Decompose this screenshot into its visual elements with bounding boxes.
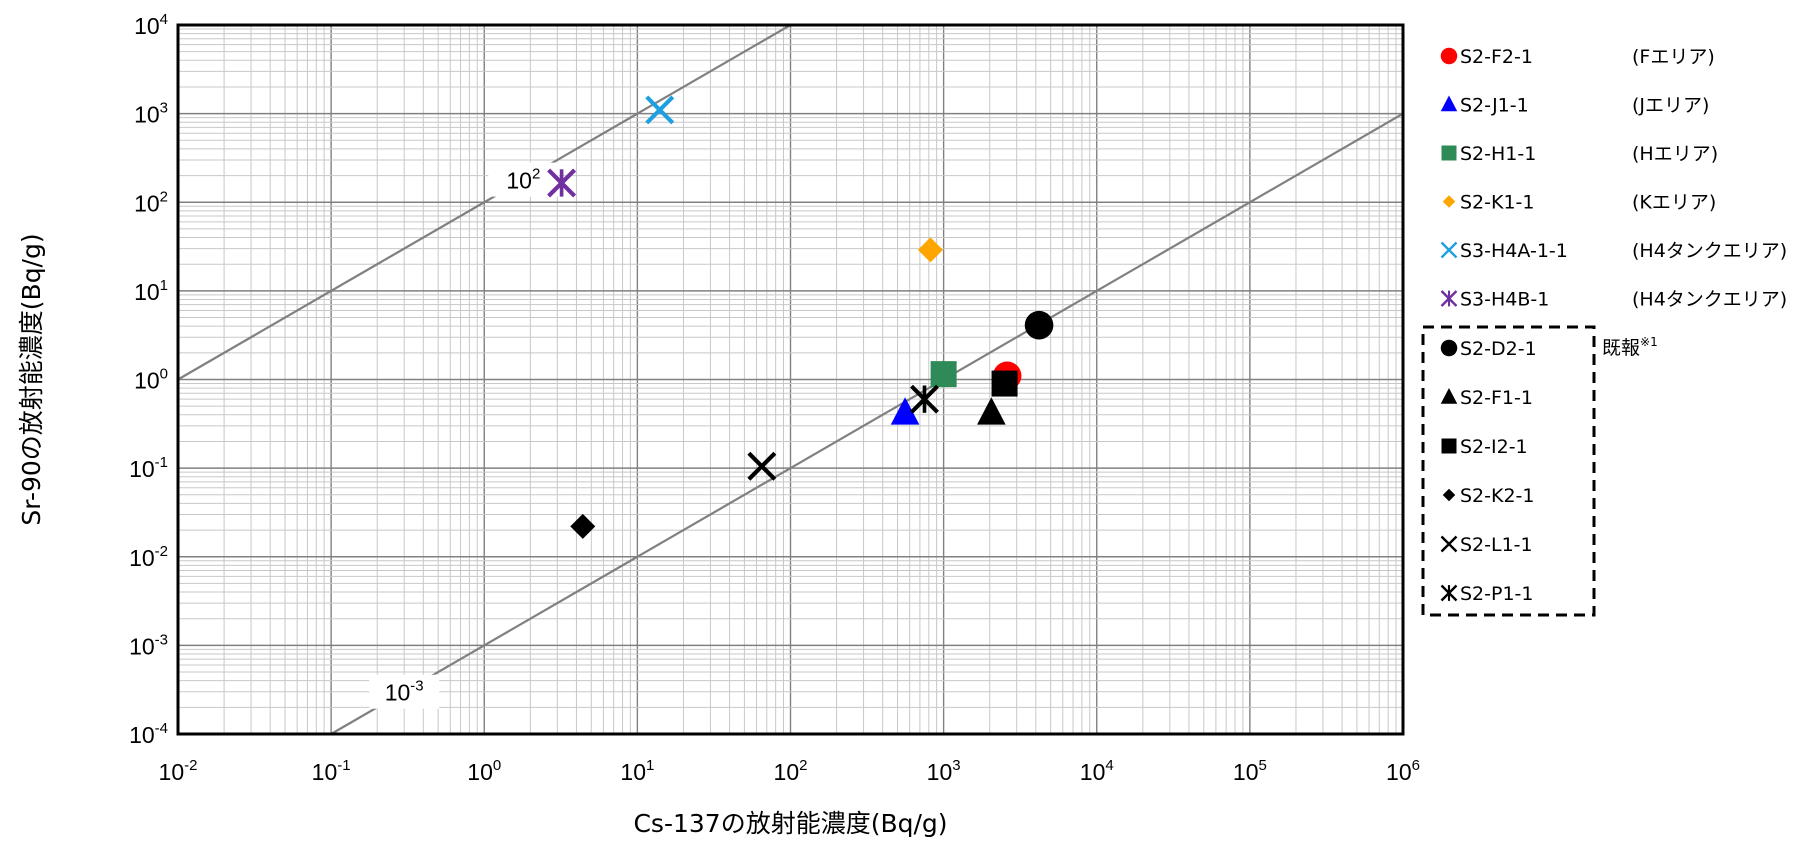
ratio-label-background [488, 162, 559, 197]
x-tick-label: 104 [1080, 757, 1114, 785]
data-points [547, 95, 1054, 539]
marker-square [1441, 145, 1457, 161]
marker-square [1441, 438, 1457, 454]
legend-label: S2-F2-1 [1460, 46, 1533, 68]
legend-area: (H4タンクエリア) [1632, 240, 1787, 262]
legend: S2-F2-1 (Fエリア) S2-J1-1 (Jエリア) S2-H1-1 (Hエリア) S… [1421, 46, 1787, 617]
marker-x [1440, 535, 1458, 553]
plot-frame [176, 23, 1405, 736]
prior-group-label: 既報※1 [1602, 335, 1658, 359]
y-tick-label: 10-1 [129, 454, 168, 482]
legend-area: (Jエリア) [1632, 95, 1709, 117]
legend-area: (Kエリア) [1632, 192, 1716, 214]
marker-star [1440, 584, 1458, 602]
y-tick-label: 100 [134, 366, 168, 394]
ratio-label-background [369, 674, 440, 709]
data-point-S2-K1-1 [917, 237, 943, 263]
marker-triangle [1440, 95, 1458, 112]
marker-diamond [1442, 195, 1456, 208]
legend-label: S2-H1-1 [1460, 143, 1536, 165]
ratio-label: 102 [506, 166, 540, 194]
legend-area: (Fエリア) [1632, 46, 1715, 68]
x-tick-label: 105 [1233, 757, 1267, 785]
marker-star [1440, 290, 1458, 307]
legend-label: S2-D2-1 [1460, 338, 1537, 360]
legend-label: S2-P1-1 [1460, 583, 1534, 605]
marker-x [1440, 241, 1458, 259]
legend-label: S2-F1-1 [1460, 387, 1533, 409]
grid [177, 25, 1403, 735]
y-tick-label: 104 [134, 11, 168, 39]
data-point-S2-D2-1 [1024, 310, 1054, 340]
data-point-S2-K2-1 [570, 513, 596, 539]
data-point-S2-H1-1 [930, 361, 957, 388]
data-point-S2-F1-1 [977, 397, 1006, 425]
y-tick-label: 103 [134, 100, 168, 128]
ratio-line [330, 112, 1404, 735]
marker-triangle [1440, 388, 1458, 404]
reference-lines: 102 10-3 [177, 24, 1404, 735]
legend-label: S2-I2-1 [1460, 436, 1528, 458]
y-tick-label: 102 [134, 188, 168, 216]
x-tick-label: 10-1 [312, 757, 351, 785]
tick-labels: 10-2 10-1 100 101 102 103 104 105 106 10-4 10-3 10-… [129, 11, 1420, 785]
data-point-S2-I2-1 [991, 370, 1018, 397]
legend-label: S2-K1-1 [1460, 192, 1535, 214]
y-tick-label: 10-3 [129, 631, 168, 659]
legend-label: S3-H4B-1 [1460, 289, 1549, 311]
data-point-S2-P1-1 [910, 384, 939, 414]
x-tick-label: 106 [1386, 757, 1420, 785]
data-point-S2-J1-1 [890, 397, 920, 425]
x-tick-label: 10-2 [159, 757, 198, 785]
legend-area: (Hエリア) [1632, 143, 1718, 165]
legend-label: S2-J1-1 [1460, 95, 1529, 117]
data-point-S3-H4B-1 [547, 168, 577, 198]
y-axis-label: Sr-90の放射能濃度(Bq/g) [17, 233, 46, 525]
y-tick-label: 10-4 [129, 720, 168, 748]
x-tick-label: 101 [620, 757, 654, 785]
marker-diamond [1442, 488, 1456, 502]
y-tick-label: 101 [134, 277, 168, 305]
x-axis-label: Cs-137の放射能濃度(Bq/g) [633, 809, 947, 838]
y-tick-label: 10-2 [129, 543, 168, 571]
legend-label: S2-L1-1 [1460, 534, 1533, 556]
prior-group-box [1421, 325, 1596, 617]
ratio-label: 10-3 [385, 678, 424, 706]
data-point-S3-H4A-1-1 [645, 95, 675, 125]
marker-circle [1440, 339, 1458, 357]
marker-circle [1440, 47, 1458, 65]
x-tick-label: 103 [927, 757, 961, 785]
legend-area: (H4タンクエリア) [1632, 289, 1787, 311]
x-tick-label: 100 [467, 757, 501, 785]
legend-label: S2-K2-1 [1460, 485, 1535, 507]
ratio-line [177, 24, 792, 381]
x-tick-label: 102 [774, 757, 808, 785]
data-point-S2-L1-1 [747, 451, 777, 481]
legend-label: S3-H4A-1-1 [1460, 240, 1568, 262]
